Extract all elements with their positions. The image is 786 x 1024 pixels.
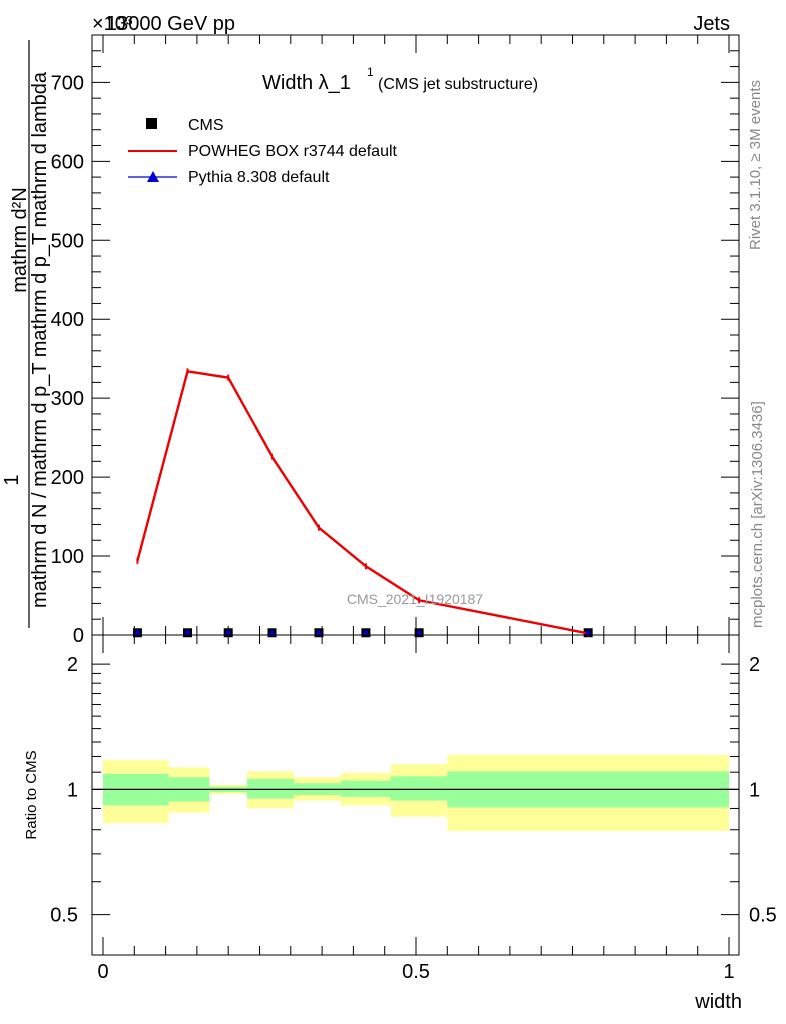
- energy-label: 13000 GeV pp: [106, 13, 235, 35]
- main-ytick-label: 700: [51, 72, 84, 94]
- svg-text:1: 1: [1, 474, 23, 485]
- ratio-ytick-label-right: 2: [749, 654, 760, 676]
- main-ytick-label: 300: [51, 388, 84, 410]
- main-ytick-label: 100: [51, 546, 84, 568]
- main-ytick-label: 0: [73, 625, 84, 647]
- watermark: CMS_2021_I1920187: [347, 591, 483, 607]
- ratio-xlabel: width: [694, 991, 742, 1013]
- legend-cms-label: CMS: [188, 117, 224, 134]
- chart-title: Width λ_1 1 (CMS jet substructure): [262, 65, 538, 94]
- rivet-label: Rivet 3.1.10, ≥ 3M events: [747, 80, 764, 250]
- main-series: [132, 368, 593, 638]
- exponent-label: ×10³: [92, 13, 133, 35]
- ratio-bands: [92, 754, 739, 831]
- stat-uncertainty-band: [340, 780, 391, 797]
- main-ytick-label: 400: [51, 309, 84, 331]
- pythia-point: [361, 628, 370, 636]
- mcplots-label: mcplots.cern.ch [arXiv:1306.3436]: [749, 401, 766, 628]
- ratio-xtick-label: 1: [723, 961, 734, 983]
- chart-title-text: Width λ_1: [262, 72, 351, 94]
- main-ytick-label: 600: [51, 151, 84, 173]
- legend-pythia-marker: [147, 171, 159, 182]
- category-label: Jets: [693, 13, 730, 35]
- pythia-point: [183, 628, 192, 636]
- ratio-xtick-label: 0: [97, 961, 108, 983]
- ratio-ytick-label-left: 2: [67, 654, 78, 676]
- ratio-ytick-label-right: 0.5: [749, 905, 777, 927]
- chart-subtitle: (CMS jet substructure): [378, 76, 538, 93]
- main-ytick-label: 200: [51, 467, 84, 489]
- pythia-point: [314, 628, 323, 636]
- pythia-point: [415, 628, 424, 636]
- ratio-ytick-label-left: 1: [67, 779, 78, 801]
- ratio-axes: 0.5 0.5 1 1 2 2 0 0.5 1: [50, 635, 777, 983]
- stat-uncertainty-band: [390, 776, 448, 801]
- ratio-ytick-label-right: 1: [749, 779, 760, 801]
- main-axes: 0 100 200 300 400 500 600 700: [51, 34, 739, 647]
- pythia-point: [224, 628, 233, 636]
- svg-text:mathrm d²N: mathrm d²N: [9, 187, 31, 293]
- legend-powheg-label: POWHEG BOX r3744 default: [188, 143, 398, 160]
- ratio-xtick-label: 0.5: [402, 961, 430, 983]
- svg-text:mathrm d N / mathrm d p_T math: mathrm d N / mathrm d p_T mathrm d p_T m…: [29, 71, 51, 608]
- powheg-line: [136, 369, 589, 635]
- main-ytick-label: 500: [51, 230, 84, 252]
- ratio-ylabel: Ratio to CMS: [23, 750, 40, 839]
- pythia-point: [133, 628, 142, 636]
- legend-pythia-label: Pythia 8.308 default: [188, 169, 330, 186]
- main-ylabel: mathrm d²N 1 mathrm d N / mathrm d p_T m…: [1, 40, 51, 628]
- stat-uncertainty-band: [246, 778, 294, 799]
- legend-cms-marker: [146, 118, 157, 129]
- legend: CMS POWHEG BOX r3744 default Pythia 8.30…: [128, 117, 398, 186]
- pythia-point: [268, 628, 277, 636]
- ratio-ytick-label-left: 0.5: [50, 905, 78, 927]
- chart-title-sup: 1: [367, 65, 374, 79]
- pythia-point: [584, 628, 593, 636]
